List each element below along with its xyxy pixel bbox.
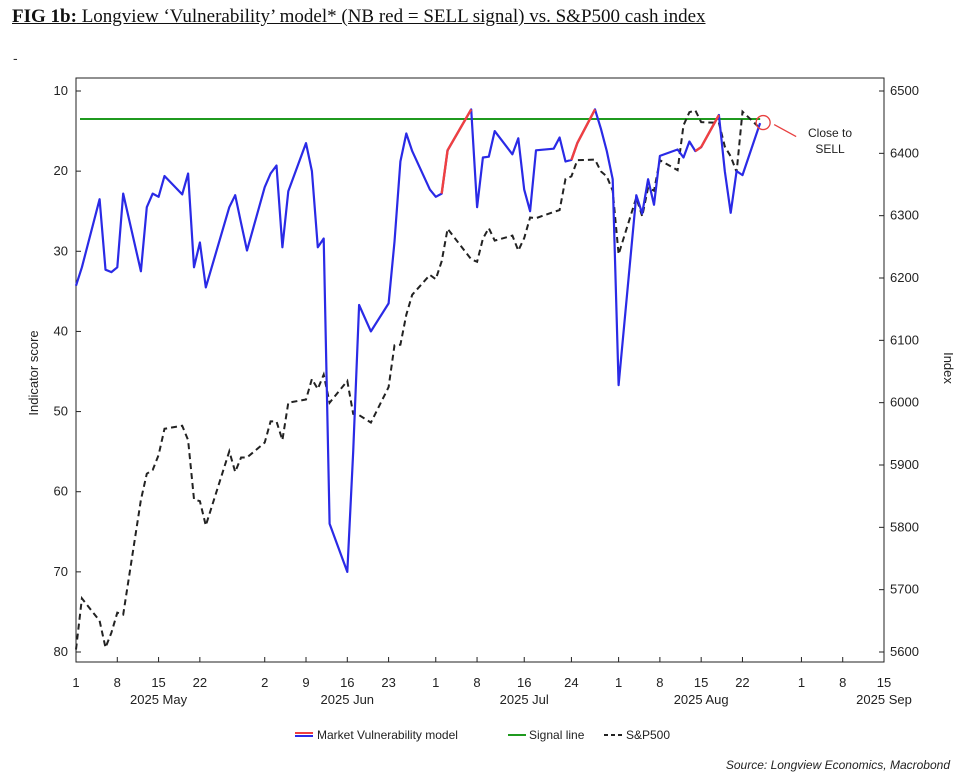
x-axis-tick-label: 8 (473, 675, 480, 690)
x-axis-month-label: 2025 Sep (856, 692, 912, 707)
plot-frame (75, 77, 885, 663)
vulnerability-signal-segment (570, 142, 579, 161)
x-axis-tick-label: 24 (564, 675, 578, 690)
x-axis-tick-label: 8 (656, 675, 663, 690)
source-note: Source: Longview Economics, Macrobond (726, 758, 950, 772)
left-axis-tick-label: 20 (54, 163, 68, 178)
x-axis-month-label: 2025 Jun (321, 692, 375, 707)
chart-title-rest: Longview ‘Vulnerability’ model* (NB red … (76, 6, 706, 27)
left-axis-tick-label: 10 (54, 83, 68, 98)
right-axis-tick-label: 6300 (890, 208, 919, 223)
left-axis-tick-label: 50 (54, 404, 68, 419)
right-axis-tick-label: 5700 (890, 582, 919, 597)
vulnerability-series-line (74, 108, 762, 573)
x-axis-tick-label: 15 (694, 675, 708, 690)
x-axis-tick-label: 15 (877, 675, 891, 690)
x-axis-tick-label: 9 (302, 675, 309, 690)
right-axis-tick-label: 6000 (890, 395, 919, 410)
annotation-circle (755, 114, 771, 131)
left-axis-tick-label: 40 (54, 323, 68, 338)
right-axis-tick-label: 6200 (890, 270, 919, 285)
vulnerability-signal-segment (700, 114, 720, 148)
x-axis-tick-label: 1 (432, 675, 439, 690)
x-axis-tick-label: 2 (261, 675, 268, 690)
x-axis-month-label: 2025 Aug (674, 692, 729, 707)
left-axis-title: Indicator score (26, 330, 41, 415)
dash-mark: - (13, 50, 18, 66)
right-axis-tick-label: 6500 (890, 83, 919, 98)
right-axis-tick-label: 5600 (890, 644, 919, 659)
x-axis-tick-label: 1 (798, 675, 805, 690)
x-axis-month-label: 2025 May (130, 692, 188, 707)
x-axis-tick-label: 15 (151, 675, 165, 690)
x-axis-month-label: 2025 Jul (500, 692, 549, 707)
left-axis-tick-label: 80 (54, 644, 68, 659)
legend-label-sp500: S&P500 (626, 728, 670, 742)
legend-label-signal-line: Signal line (529, 728, 585, 742)
vulnerability-signal-segment (440, 150, 449, 194)
annotation-pointer (773, 123, 797, 138)
chart-title-bold: FIG 1b: (12, 6, 77, 27)
vulnerability-signal-segment (576, 108, 597, 144)
x-axis-tick-label: 16 (517, 675, 531, 690)
sp500-series-line (75, 109, 761, 652)
right-axis-tick-label: 5900 (890, 457, 919, 472)
legend-label-vulnerability: Market Vulnerability model (317, 728, 458, 742)
left-axis-tick-label: 30 (54, 243, 68, 258)
right-axis-title: Index (941, 352, 956, 384)
x-axis-tick-label: 23 (381, 675, 395, 690)
right-axis-tick-label: 6400 (890, 145, 919, 160)
annotation-text-line2: SELL (815, 142, 845, 156)
x-axis-tick-label: 8 (839, 675, 846, 690)
x-axis-tick-label: 1 (72, 675, 79, 690)
left-axis-tick-label: 70 (54, 564, 68, 579)
right-axis-tick-label: 6100 (890, 332, 919, 347)
x-axis-tick-label: 22 (735, 675, 749, 690)
right-axis-tick-label: 5800 (890, 519, 919, 534)
x-axis-tick-label: 22 (193, 675, 207, 690)
vulnerability-signal-segment (694, 146, 702, 153)
x-axis-tick-label: 8 (114, 675, 121, 690)
left-axis-tick-label: 60 (54, 484, 68, 499)
vulnerability-signal-segment (446, 108, 473, 151)
x-axis-tick-label: 1 (615, 675, 622, 690)
x-axis-tick-label: 16 (340, 675, 354, 690)
annotation-text-line1: Close to (808, 126, 852, 140)
chart-title: FIG 1b: Longview ‘Vulnerability’ model* … (12, 6, 706, 28)
